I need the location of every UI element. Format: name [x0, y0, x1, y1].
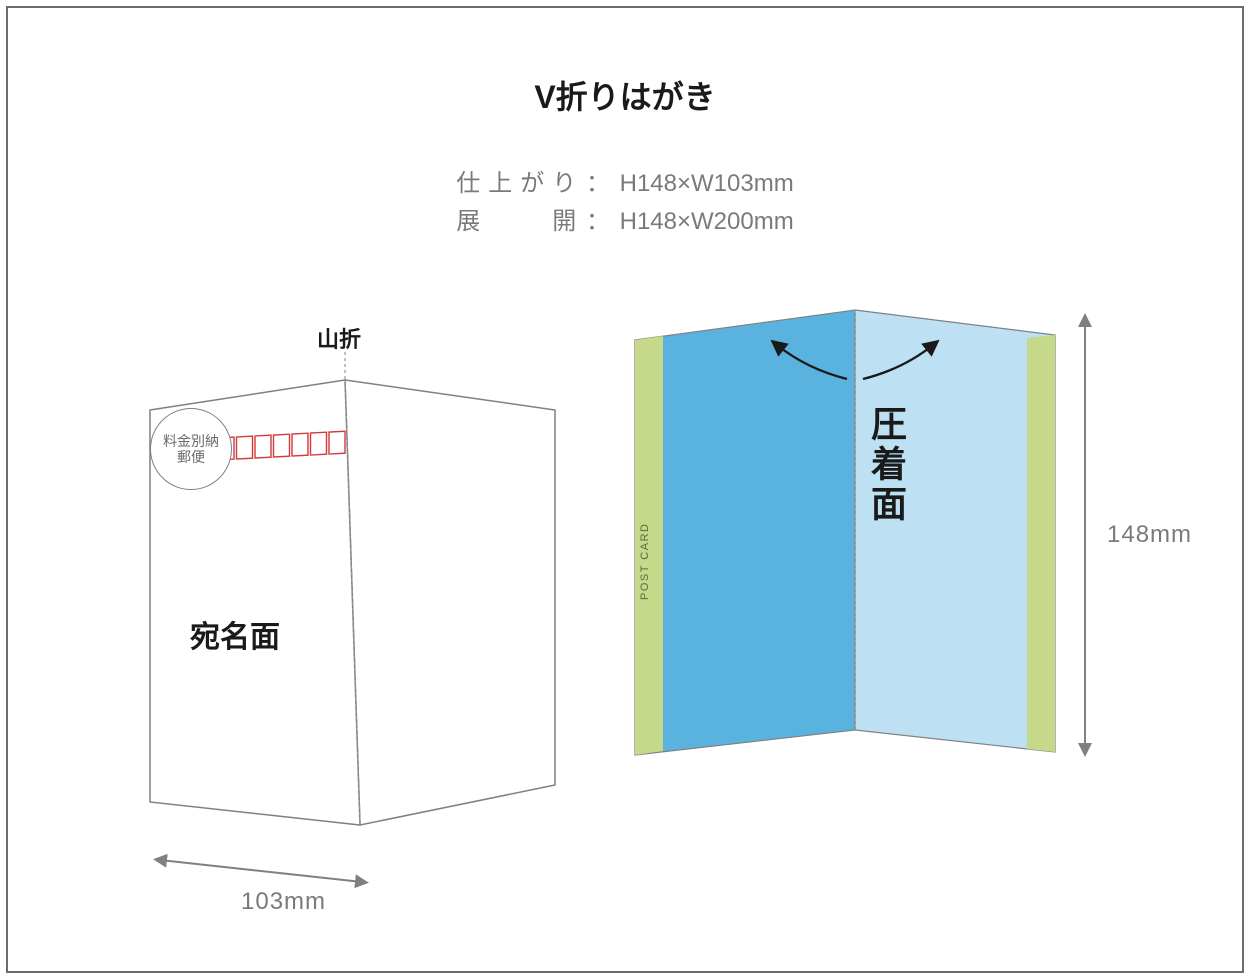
postage-stamp-text: 料金別納 郵便 [163, 433, 219, 465]
adhesion-face-label: 圧着面 [860, 405, 912, 525]
width-dimension-label: 103mm [241, 888, 326, 916]
address-face-label: 宛名面 [190, 612, 280, 656]
right-card-filled [635, 310, 1055, 755]
postcard-side-label: POST CARD [639, 523, 651, 600]
mountain-fold-label: 山折 [317, 322, 361, 354]
height-dimension-label: 148mm [1107, 521, 1192, 549]
postage-stamp-circle: 料金別納 郵便 [150, 408, 232, 490]
